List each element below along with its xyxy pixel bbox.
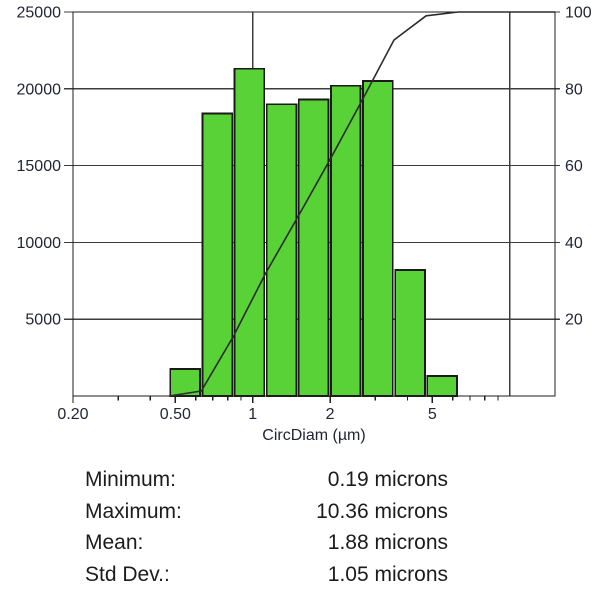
size-distribution-chart: 5000 10000 15000 20000 25000 20 40 60 80 100 0.20 0… <box>17 5 592 445</box>
histogram-bar <box>233 67 266 397</box>
stat-row: Maximum: 10.36 microns <box>85 496 448 528</box>
y-axis-tick-label: 20000 <box>17 81 62 98</box>
stat-value: 0.19 microns <box>327 468 448 491</box>
x-axis-tick-label: 0.20 <box>57 406 88 423</box>
histogram-bar <box>265 103 298 397</box>
x-axis-title: CircDiam (µm) <box>262 427 365 444</box>
right-axis-tick-label: 80 <box>565 81 583 98</box>
x-axis-tick-label: 5 <box>428 406 437 423</box>
x-axis-tick-label: 1 <box>248 406 257 423</box>
x-axis-tick-label: 0.50 <box>160 406 191 423</box>
x-axis-ticks <box>72 396 499 403</box>
cumulative-line <box>168 11 555 397</box>
x-axis-tick-label: 2 <box>326 406 335 423</box>
histogram-bar <box>297 98 330 397</box>
statistics-panel: Minimum: 0.19 microns Maximum: 10.36 mic… <box>85 464 448 590</box>
y-axis-tick-label: 5000 <box>25 312 61 329</box>
stat-row: Minimum: 0.19 microns <box>85 464 448 496</box>
stat-label: Std Dev.: <box>85 562 170 586</box>
histogram-bar <box>394 269 426 397</box>
histogram-bar <box>329 84 362 397</box>
stat-label: Minimum: <box>85 468 177 491</box>
stat-row: Std Dev.: 1.05 microns <box>85 559 448 591</box>
right-axis-tick-label: 40 <box>565 235 583 252</box>
stat-label: Maximum: <box>85 499 182 523</box>
stat-row: Mean: 1.88 microns <box>85 527 448 559</box>
y-axis-tick-label: 25000 <box>17 5 62 22</box>
y-axis-tick-label: 10000 <box>17 235 62 252</box>
stat-value: 1.88 microns <box>327 531 448 554</box>
stat-value: 10.36 microns <box>316 499 448 523</box>
stat-value: 1.05 microns <box>327 562 448 586</box>
y-axis-tick-label: 15000 <box>17 158 62 175</box>
right-axis-tick-label: 100 <box>565 5 592 22</box>
right-axis-tick-label: 20 <box>565 312 583 329</box>
histogram-bar <box>201 112 234 397</box>
stat-label: Mean: <box>85 531 144 554</box>
histogram-bar <box>426 375 458 397</box>
right-axis-tick-label: 60 <box>565 158 583 175</box>
histogram-bar <box>362 80 394 397</box>
chart-canvas: 5000 10000 15000 20000 25000 20 40 60 80 100 0.20 0… <box>17 5 592 445</box>
histogram-bars <box>169 67 458 397</box>
plot-border <box>72 11 556 397</box>
